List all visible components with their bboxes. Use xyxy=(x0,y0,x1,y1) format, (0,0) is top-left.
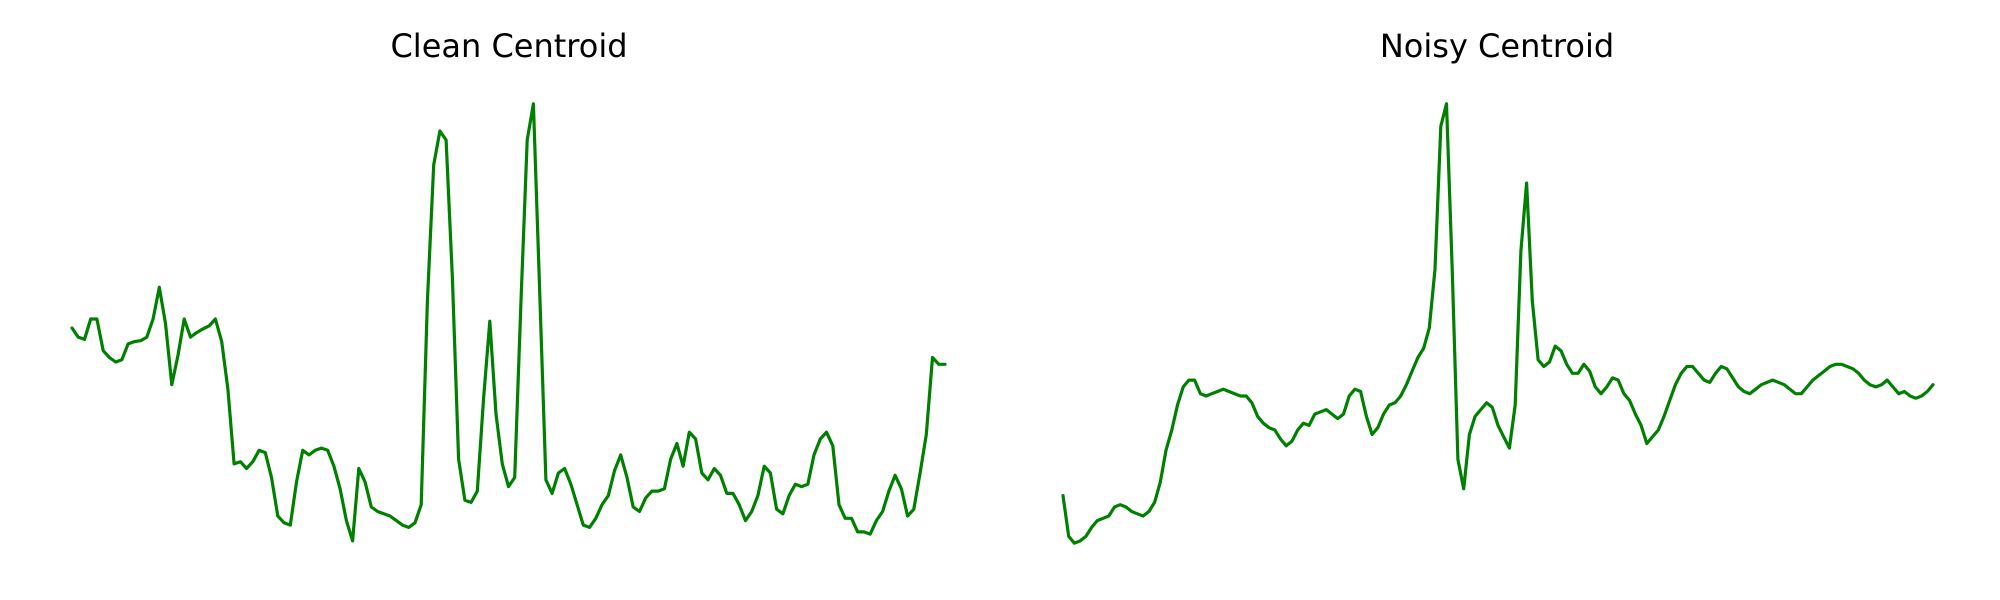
chart-title: Clean Centroid xyxy=(390,27,627,65)
plot-area xyxy=(70,102,947,543)
series-line xyxy=(70,102,947,543)
series-line xyxy=(1061,102,1935,545)
noisy-centroid-chart: Noisy Centroid xyxy=(1061,27,1935,545)
plot-area xyxy=(1061,102,1935,545)
clean-centroid-chart: Clean Centroid xyxy=(70,27,947,543)
chart-title: Noisy Centroid xyxy=(1380,27,1614,65)
